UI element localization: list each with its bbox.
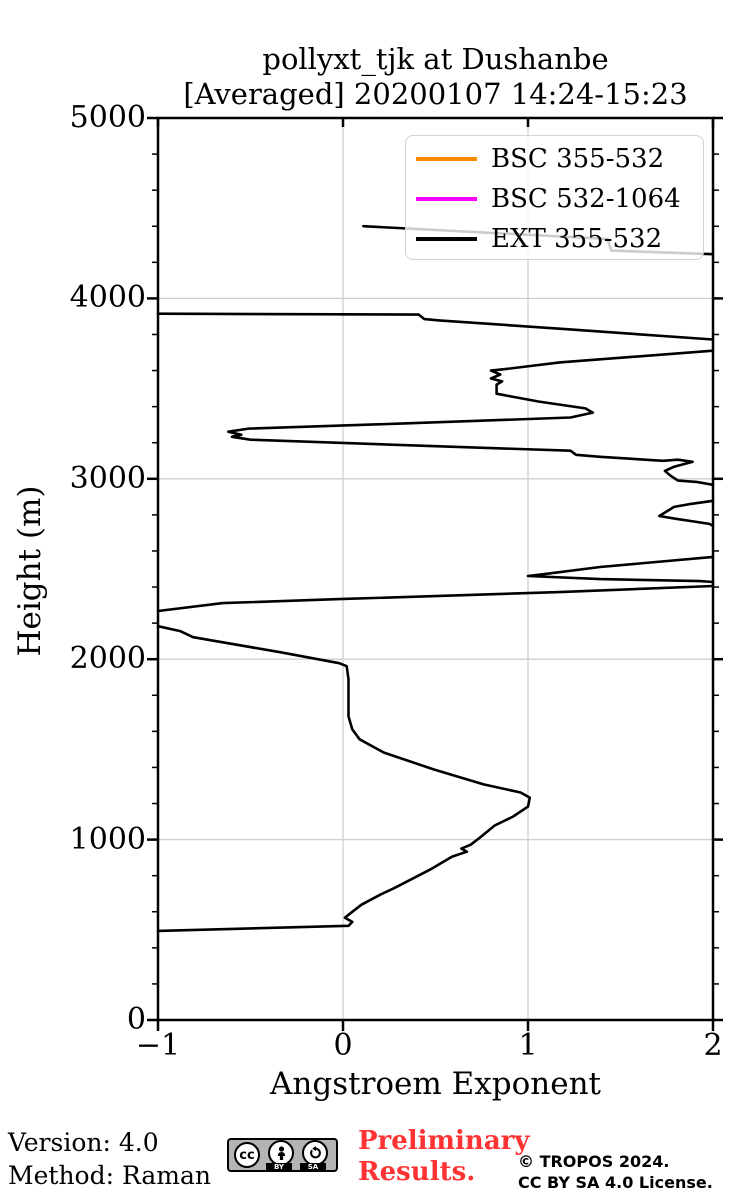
profile-curve-segment: [156, 312, 715, 341]
copyright-line2: CC BY SA 4.0 License.: [518, 1172, 713, 1192]
legend-item-label: BSC 532-1064: [491, 184, 681, 214]
copyright-line1: © TROPOS 2024.: [518, 1152, 670, 1171]
copyright-text: © TROPOS 2024. CC BY SA 4.0 License.: [518, 1152, 713, 1194]
cc-by-person-icon: [268, 1140, 294, 1166]
y-tick-label: 0: [126, 1002, 146, 1037]
legend-item: EXT 355-532: [406, 219, 703, 259]
legend-item-label: BSC 355-532: [491, 144, 665, 174]
legend: BSC 355-532 BSC 532-1064 EXT 355-532: [405, 135, 704, 260]
profile-curve-segment: [227, 349, 715, 487]
legend-line-sample: [416, 157, 477, 161]
cc-icon: cc: [234, 1142, 260, 1168]
legend-line-sample: [416, 237, 477, 241]
x-tick-label: −1: [135, 1028, 181, 1063]
profile-curve-segment: [156, 555, 715, 613]
cc-sa-arrow-icon: [302, 1140, 328, 1166]
cc-sa-label: SA: [300, 1163, 326, 1172]
profile-curve-segment: [657, 499, 715, 528]
preliminary-results-text: Preliminary Results.: [358, 1126, 530, 1187]
x-tick-label: 0: [333, 1028, 353, 1063]
cc-by-label: BY: [266, 1163, 292, 1172]
legend-item: BSC 532-1064: [406, 179, 703, 219]
x-tick-label: 2: [703, 1028, 723, 1063]
method-text: Method: Raman: [8, 1161, 211, 1190]
y-tick-label: 1000: [69, 821, 146, 857]
x-tick-label: 1: [518, 1028, 538, 1063]
x-axis-label: Angstroem Exponent: [270, 1066, 601, 1102]
y-tick-label: 3000: [69, 460, 146, 496]
plot-title-line1: pollyxt_tjk at Dushanbe: [262, 42, 609, 76]
legend-item: BSC 355-532: [406, 139, 703, 179]
axis-spines: [156, 116, 715, 1022]
legend-item-label: EXT 355-532: [491, 224, 663, 254]
y-tick-label: 2000: [69, 641, 146, 677]
version-text: Version: 4.0: [8, 1128, 159, 1157]
y-tick-label: 4000: [69, 280, 146, 316]
y-tick-label: 5000: [69, 100, 146, 135]
legend-line-sample: [416, 197, 477, 201]
profile-curve-segment: [156, 624, 532, 933]
plot-title-line2: [Averaged] 20200107 14:24-15:23: [183, 77, 688, 111]
cc-by-sa-badge: cc BY SA: [227, 1138, 338, 1172]
